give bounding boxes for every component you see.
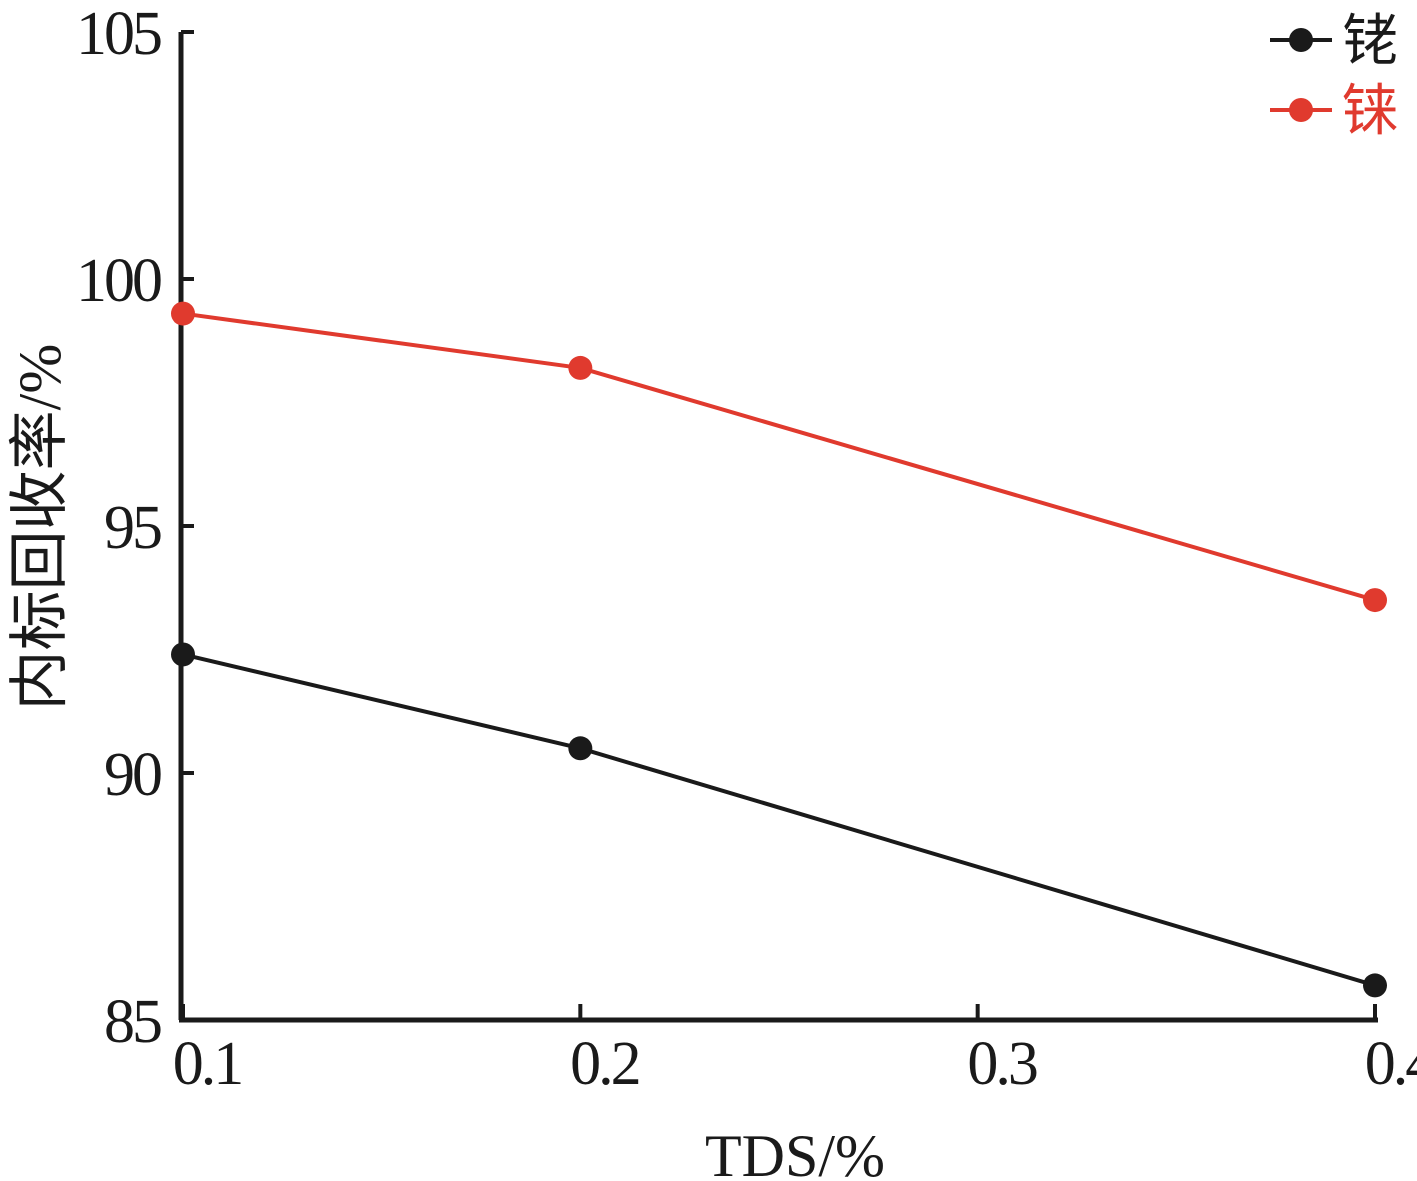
series-0-point-2 bbox=[1363, 973, 1387, 998]
x-tick-label-0.4: 0.4 bbox=[1365, 1030, 1417, 1098]
y-tick-label-100: 100 bbox=[76, 247, 161, 315]
series-1-point-0 bbox=[171, 301, 195, 326]
series-group bbox=[171, 301, 1387, 998]
y-ticks: 85 90 95 100 105 bbox=[76, 0, 194, 1056]
x-ticks: 0.1 0.2 0.3 0.4 bbox=[173, 1004, 1417, 1098]
legend-label-1: 铼 bbox=[1342, 79, 1398, 144]
y-axis-title: 内标回收率/% bbox=[7, 344, 73, 711]
series-1-point-1 bbox=[568, 355, 593, 380]
legend-marker-1 bbox=[1289, 98, 1313, 122]
legend: 铑铼 bbox=[1270, 9, 1398, 144]
series-line-1 bbox=[182, 311, 1376, 603]
legend-label-0: 铑 bbox=[1342, 9, 1398, 74]
x-tick-label-0.1: 0.1 bbox=[173, 1030, 242, 1098]
y-tick-label-105: 105 bbox=[76, 0, 161, 68]
x-tick-label-0.3: 0.3 bbox=[967, 1030, 1037, 1098]
series-line-0 bbox=[182, 652, 1376, 988]
series-0-point-0 bbox=[171, 642, 195, 667]
y-tick-label-95: 95 bbox=[104, 494, 161, 562]
y-tick-label-85: 85 bbox=[104, 988, 161, 1056]
series-1-point-2 bbox=[1363, 588, 1387, 613]
x-tick-label-0.2: 0.2 bbox=[570, 1030, 639, 1098]
series-0-point-1 bbox=[568, 736, 593, 761]
y-tick-label-90: 90 bbox=[104, 741, 161, 809]
x-axis-title: TDS/% bbox=[705, 1123, 885, 1181]
axes bbox=[178, 32, 1378, 1023]
legend-marker-0 bbox=[1289, 28, 1313, 52]
